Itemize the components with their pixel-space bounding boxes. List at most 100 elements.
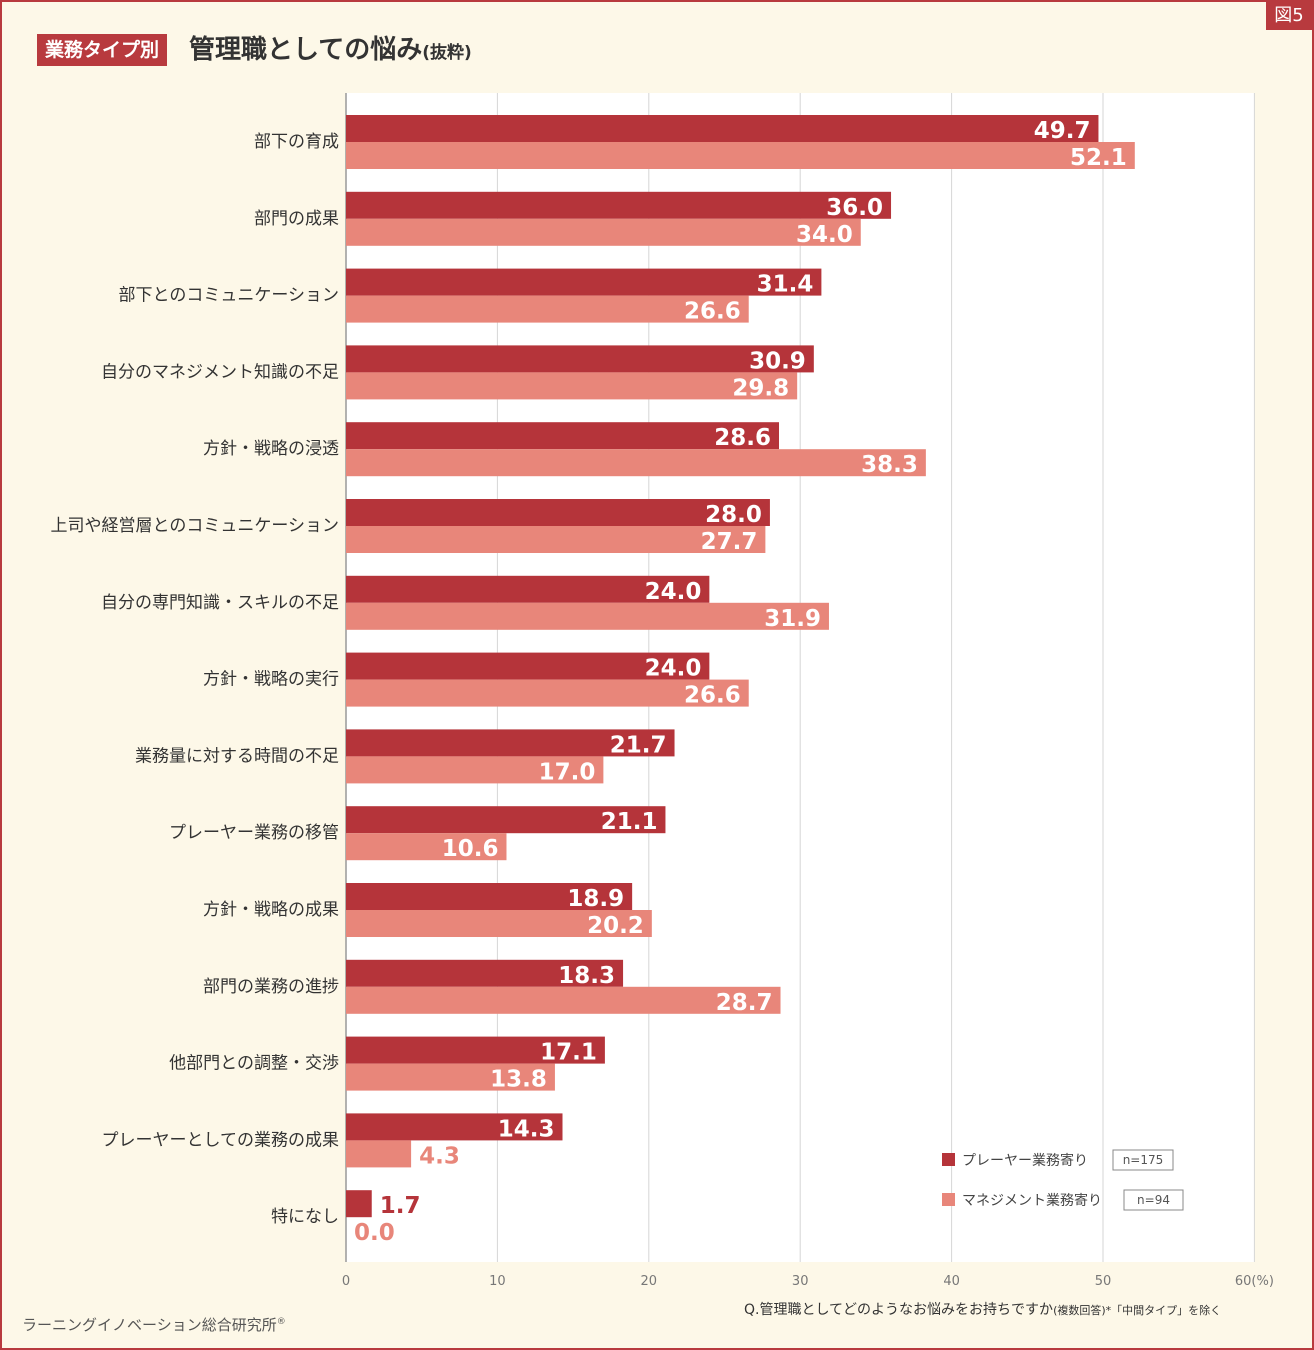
- legend-label: プレーヤー業務寄り: [962, 1152, 1088, 1169]
- bar-player: [346, 268, 822, 296]
- bar-value-label: 31.4: [757, 272, 814, 298]
- category-label: プレーヤー業務の移管: [169, 823, 339, 843]
- bar-player: [346, 499, 770, 526]
- category-label: 部門の成果: [254, 209, 339, 229]
- bar-value-label: 0.0: [354, 1220, 395, 1246]
- bar-value-label: 49.7: [1034, 118, 1091, 144]
- bar-player: [346, 1036, 605, 1064]
- chart-title-main: 管理職としての悩み: [189, 35, 423, 65]
- bar-player: [346, 1190, 372, 1218]
- legend-label: マネジメント業務寄り: [962, 1192, 1102, 1209]
- bar-value-label: 31.9: [764, 606, 821, 632]
- bar-value-label: 26.6: [684, 683, 741, 709]
- category-label: 他部門との調整・交渉: [169, 1054, 339, 1074]
- bar-player: [346, 652, 710, 680]
- bar-management: [346, 218, 861, 246]
- category-label: 業務量に対する時間の不足: [135, 746, 339, 766]
- title-category-badge: 業務タイプ別: [37, 34, 168, 66]
- bar-value-label: 24.0: [645, 579, 702, 605]
- bar-management: [346, 372, 798, 400]
- legend-swatch: [942, 1153, 955, 1166]
- bar-player: [346, 191, 892, 219]
- figure-number-tag: 図5: [1266, 2, 1312, 30]
- bar-player: [346, 806, 666, 834]
- legend-sample-size: n=94: [1137, 1193, 1170, 1207]
- survey-question-text: Q.管理職としてどのようなお悩みをお持ちですか: [744, 1302, 1054, 1318]
- bar-value-label: 17.0: [539, 759, 596, 785]
- bar-value-label: 28.7: [716, 990, 773, 1016]
- bar-value-label: 4.3: [419, 1143, 460, 1169]
- bar-management: [346, 986, 781, 1014]
- x-tick-label: 50: [1095, 1274, 1112, 1289]
- bar-value-label: 20.2: [587, 913, 644, 939]
- x-tick-label: 30: [792, 1274, 809, 1289]
- bar-value-label: 21.7: [610, 732, 667, 758]
- bar-value-label: 30.9: [749, 348, 806, 374]
- legend-n-box: [1123, 1189, 1184, 1211]
- category-label: 部門の業務の進捗: [203, 977, 339, 997]
- bar-value-label: 38.3: [861, 452, 918, 478]
- category-label: 方針・戦略の成果: [203, 900, 339, 920]
- source-credit-text: ラーニングイノベーション総合研究所: [22, 1316, 277, 1334]
- legend-sample-size: n=175: [1123, 1153, 1164, 1167]
- bar-value-label: 18.9: [567, 886, 624, 912]
- bar-value-label: 28.0: [705, 502, 762, 528]
- x-tick-label: 40: [943, 1274, 960, 1289]
- chart-title: 管理職としての悩み(抜粋): [189, 32, 472, 71]
- bar-value-label: 36.0: [826, 195, 883, 221]
- bar-management: [346, 833, 507, 861]
- legend-swatch: [942, 1193, 955, 1206]
- x-tick-label: 20: [641, 1274, 658, 1289]
- bar-value-label: 28.6: [714, 425, 771, 451]
- category-label: 方針・戦略の実行: [203, 670, 339, 690]
- bar-player: [346, 959, 624, 987]
- bar-player: [346, 1113, 563, 1141]
- bar-management: [346, 1063, 555, 1091]
- source-credit: ラーニングイノベーション総合研究所®: [22, 1314, 286, 1335]
- bar-player: [346, 729, 675, 757]
- category-label: 部下とのコミュニケーション: [119, 286, 340, 306]
- bar-management: [346, 910, 652, 937]
- category-label: 上司や経営層とのコミュニケーション: [51, 516, 340, 536]
- bar-value-label: 21.1: [601, 809, 658, 835]
- category-label: 特になし: [271, 1207, 339, 1227]
- survey-question-note: (複数回答)*「中間タイプ」を除く: [1053, 1304, 1222, 1317]
- bar-value-label: 18.3: [558, 963, 615, 989]
- bar-management: [346, 142, 1135, 169]
- category-label: 部下の育成: [254, 132, 339, 152]
- bar-value-label: 14.3: [498, 1116, 555, 1142]
- category-label: 方針・戦略の浸透: [203, 439, 339, 459]
- bar-player: [346, 345, 814, 373]
- bar-value-label: 10.6: [442, 836, 499, 862]
- bar-value-label: 34.0: [796, 222, 853, 248]
- x-tick-label: 60(%): [1235, 1274, 1274, 1289]
- category-label: 自分の専門知識・スキルの不足: [101, 593, 339, 613]
- bar-management: [346, 602, 829, 630]
- bar-management: [346, 295, 749, 323]
- bar-value-label: 52.1: [1070, 145, 1127, 171]
- bar-value-label: 24.0: [645, 656, 702, 682]
- bar-value-label: 29.8: [732, 375, 789, 401]
- bar-value-label: 17.1: [540, 1040, 597, 1066]
- bar-value-label: 26.6: [684, 299, 741, 325]
- registered-mark: ®: [276, 1317, 286, 1327]
- bar-player: [346, 575, 710, 603]
- chart-title-sub: (抜粋): [422, 43, 472, 63]
- bar-management: [346, 449, 926, 477]
- bar-value-label: 1.7: [380, 1193, 421, 1219]
- bar-management: [346, 1140, 412, 1168]
- x-tick-label: 0: [342, 1274, 350, 1289]
- category-label: 自分のマネジメント知識の不足: [101, 362, 339, 382]
- bar-player: [346, 422, 780, 450]
- bar-management: [346, 679, 749, 707]
- survey-question: Q.管理職としてどのようなお悩みをお持ちですか(複数回答)*「中間タイプ」を除く: [744, 1299, 1221, 1319]
- bar-management: [346, 526, 766, 553]
- legend-n-box: [1112, 1149, 1174, 1171]
- category-label: プレーヤーとしての業務の成果: [102, 1130, 340, 1150]
- bar-player: [346, 883, 633, 910]
- x-tick-label: 10: [489, 1274, 506, 1289]
- bar-player: [346, 115, 1099, 142]
- bar-value-label: 13.8: [490, 1067, 547, 1093]
